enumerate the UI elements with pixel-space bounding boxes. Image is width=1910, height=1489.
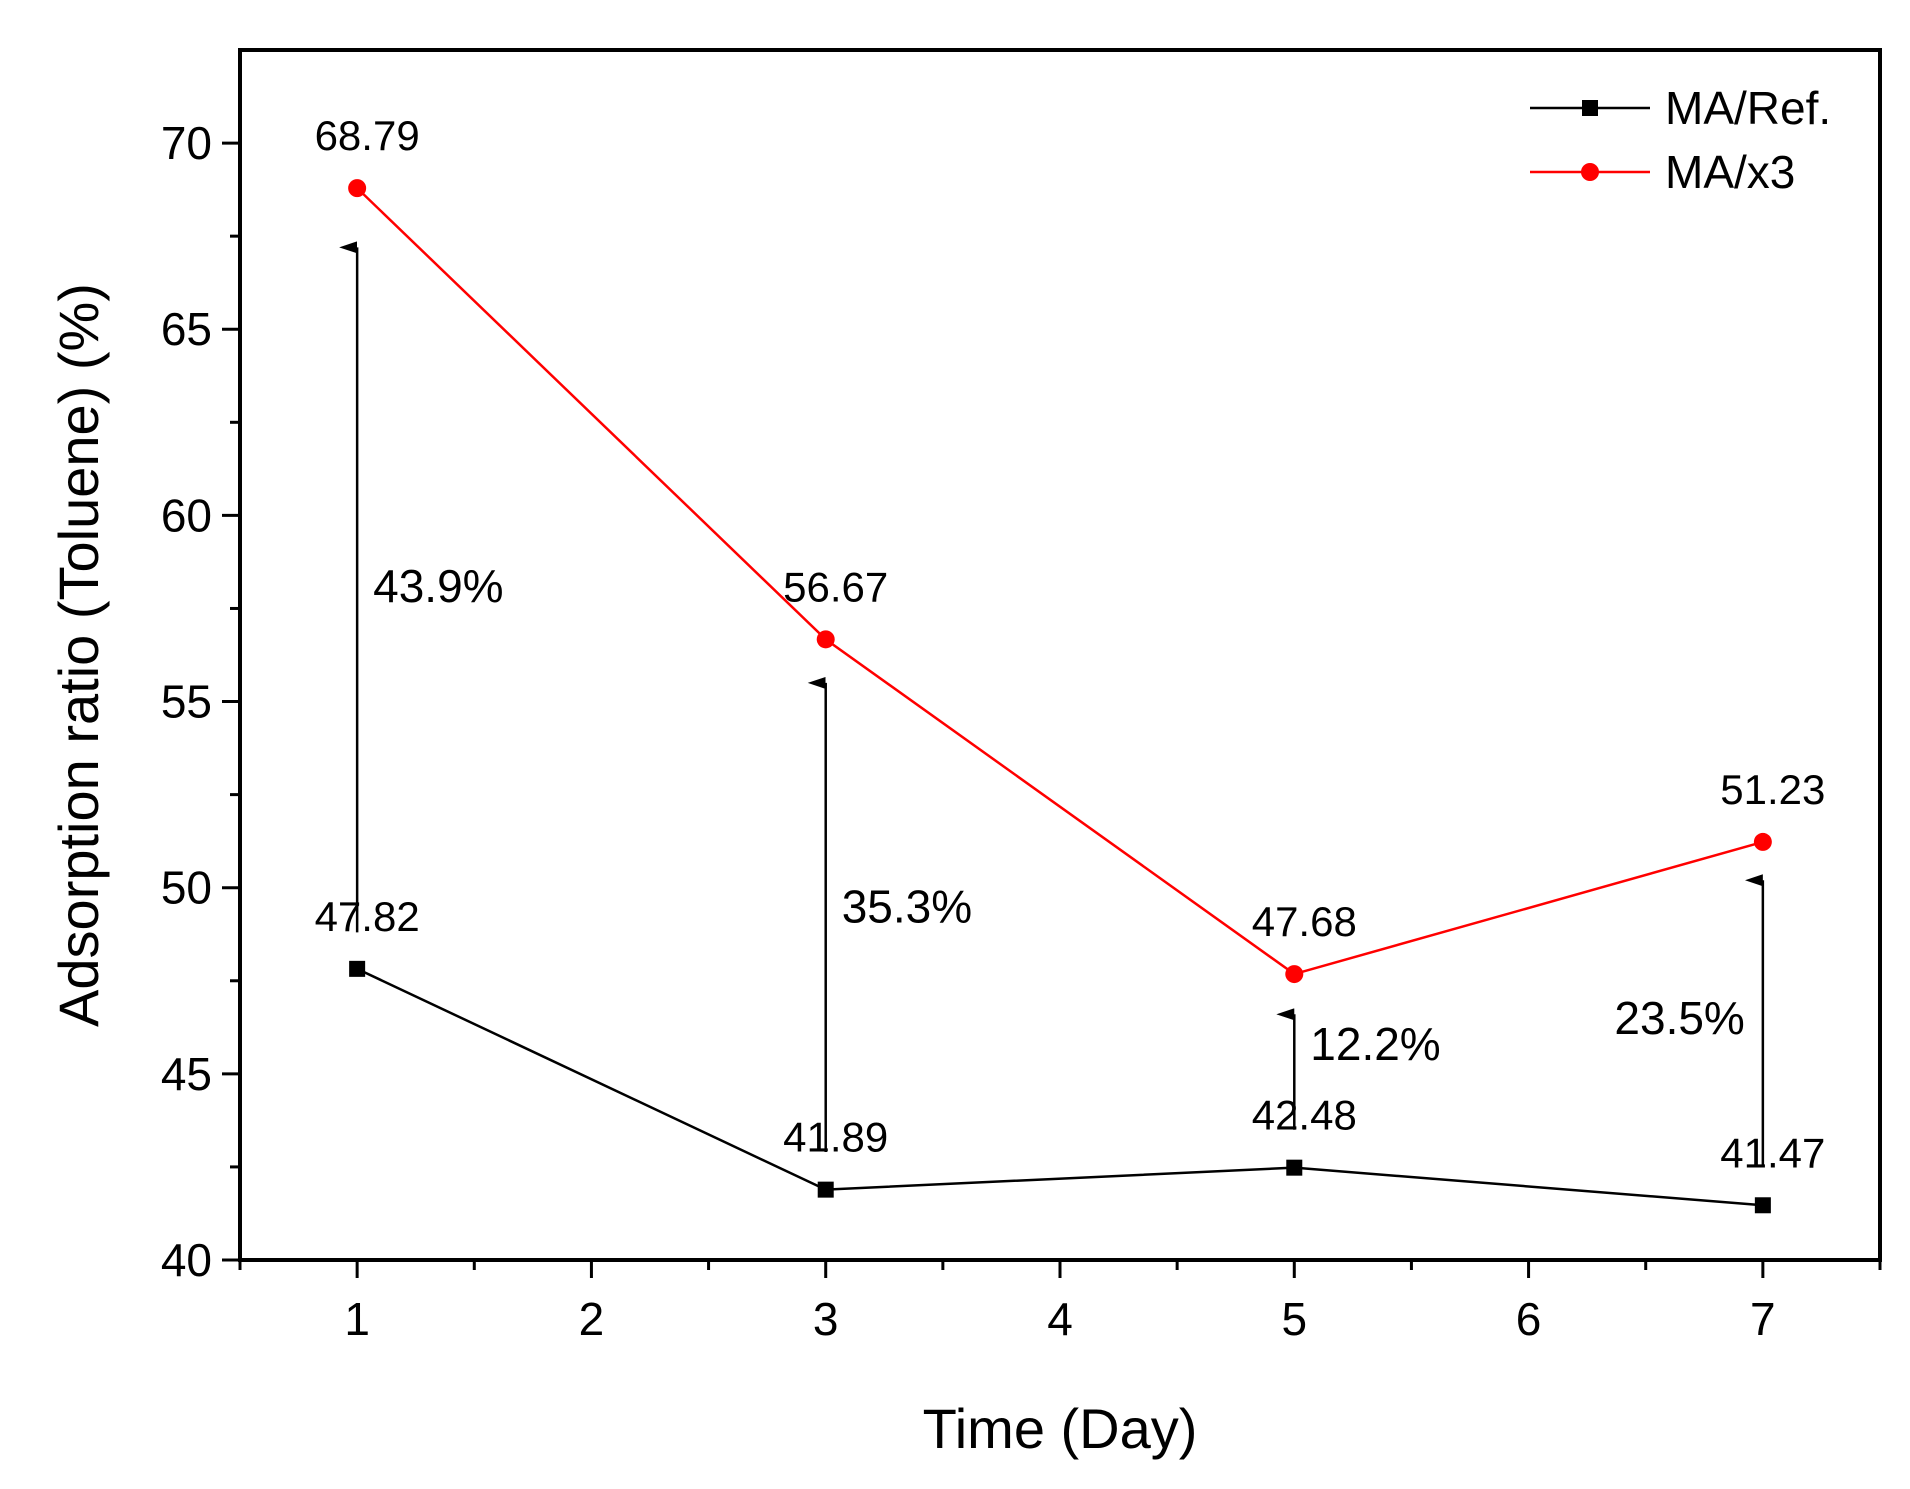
data-series bbox=[348, 179, 1772, 1214]
x-tick-label: 1 bbox=[344, 1293, 370, 1345]
legend-label: MA/Ref. bbox=[1665, 82, 1831, 134]
annotation-label: 35.3% bbox=[842, 880, 972, 932]
data-point-circle bbox=[348, 179, 367, 198]
data-point-circle bbox=[816, 630, 835, 649]
legend-marker-circle bbox=[1581, 163, 1599, 181]
y-tick-label: 60 bbox=[161, 489, 212, 541]
x-tick-label: 7 bbox=[1750, 1293, 1776, 1345]
annotation-label: 43.9% bbox=[373, 560, 503, 612]
y-tick-label: 70 bbox=[161, 117, 212, 169]
data-point-square bbox=[817, 1181, 834, 1198]
y-tick-label: 50 bbox=[161, 862, 212, 914]
legend-marker-square bbox=[1582, 100, 1598, 116]
x-tick-label: 2 bbox=[579, 1293, 605, 1345]
data-point-square bbox=[349, 960, 366, 977]
y-axis: 40 45 50 55 60 65 70 bbox=[161, 117, 240, 1286]
x-tick-label: 6 bbox=[1516, 1293, 1542, 1345]
y-tick-label: 40 bbox=[161, 1234, 212, 1286]
data-label: 42.48 bbox=[1252, 1092, 1357, 1139]
y-axis-title: Adsorption ratio (Toluene) (%) bbox=[47, 283, 110, 1027]
arrow-annotations: 43.9% 35.3% 12.2% 23.5% bbox=[339, 241, 1765, 1167]
data-label: 68.79 bbox=[315, 112, 420, 159]
data-labels: 47.82 41.89 42.48 41.47 68.79 56.67 47.68 51.23 bbox=[315, 112, 1826, 1176]
y-tick-label: 65 bbox=[161, 303, 212, 355]
data-label: 41.47 bbox=[1720, 1129, 1825, 1176]
y-tick-label: 55 bbox=[161, 676, 212, 728]
x-axis: 1 2 3 4 5 6 7 bbox=[238, 1260, 1882, 1345]
data-point-circle bbox=[1285, 965, 1304, 984]
series-line bbox=[356, 967, 1763, 1207]
x-tick-label: 4 bbox=[1047, 1293, 1073, 1345]
annotation-label: 23.5% bbox=[1614, 992, 1744, 1044]
data-label: 56.67 bbox=[783, 563, 888, 610]
data-label: 47.82 bbox=[315, 893, 420, 940]
data-label: 51.23 bbox=[1720, 766, 1825, 813]
legend-label: MA/x3 bbox=[1665, 146, 1795, 198]
data-label: 47.68 bbox=[1252, 898, 1357, 945]
x-tick-label: 5 bbox=[1281, 1293, 1307, 1345]
data-point-circle bbox=[1753, 832, 1772, 851]
series-line bbox=[356, 187, 1764, 976]
x-tick-label: 3 bbox=[813, 1293, 839, 1345]
data-point-square bbox=[1286, 1159, 1303, 1176]
legend: MA/Ref. MA/x3 bbox=[1530, 82, 1831, 198]
y-tick-label: 45 bbox=[161, 1048, 212, 1100]
x-axis-title: Time (Day) bbox=[923, 1397, 1198, 1460]
plot-area bbox=[238, 48, 1882, 1262]
data-label: 41.89 bbox=[783, 1114, 888, 1161]
annotation-label: 12.2% bbox=[1310, 1018, 1440, 1070]
data-point-square bbox=[1754, 1197, 1771, 1214]
